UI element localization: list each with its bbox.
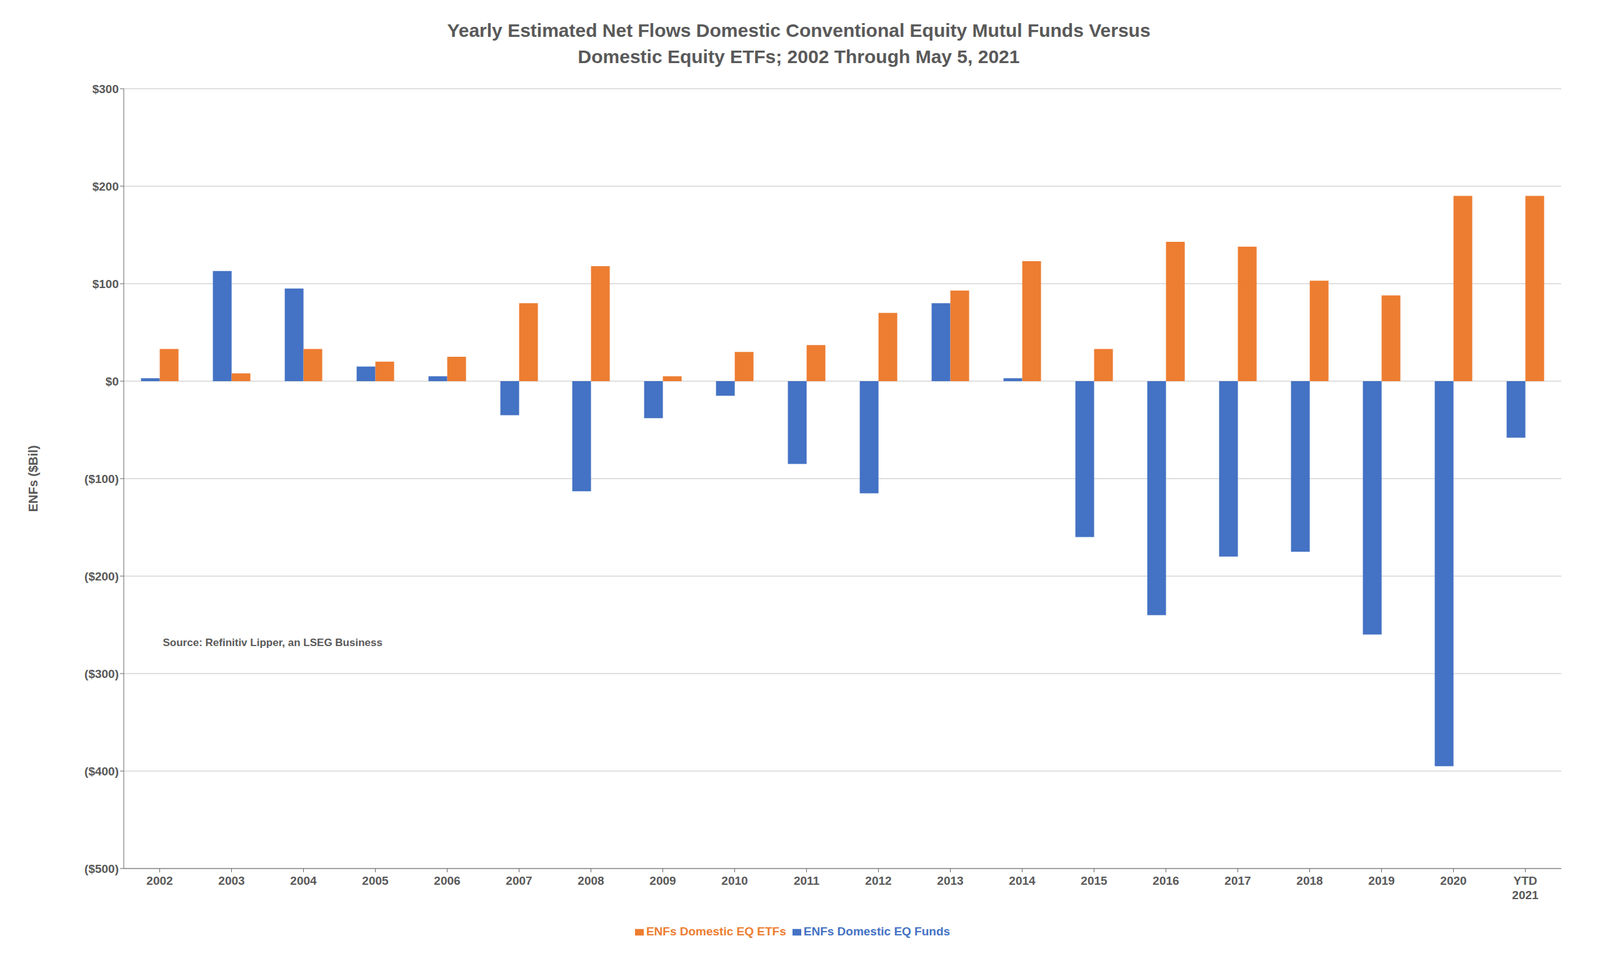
svg-text:Source: Refinitiv Lipper, an L: Source: Refinitiv Lipper, an LSEG Busine… <box>163 636 383 649</box>
svg-text:2004: 2004 <box>290 874 317 888</box>
svg-text:2002: 2002 <box>146 874 173 888</box>
svg-text:2015: 2015 <box>1080 874 1108 888</box>
svg-text:2017: 2017 <box>1224 874 1251 888</box>
svg-text:$300: $300 <box>92 82 119 96</box>
svg-text:2010: 2010 <box>721 874 748 888</box>
svg-text:ENFs ($Bil): ENFs ($Bil) <box>26 445 40 513</box>
svg-text:2003: 2003 <box>218 874 245 888</box>
svg-text:($100): ($100) <box>84 472 119 486</box>
svg-text:$0: $0 <box>105 375 119 389</box>
svg-text:($300): ($300) <box>84 667 119 681</box>
svg-text:($400): ($400) <box>84 765 119 779</box>
svg-text:2020: 2020 <box>1440 874 1467 888</box>
svg-text:YTD2021: YTD2021 <box>1511 874 1539 902</box>
html-text:Yearly Estimated Net Flows Dom: Yearly Estimated Net Flows Domestic Conv… <box>447 20 1151 67</box>
svg-text:2008: 2008 <box>577 874 604 888</box>
html-text:ENFs Domestic EQ ETFs: ENFs Domestic EQ ETFs <box>646 925 787 939</box>
svg-text:2019: 2019 <box>1368 874 1395 888</box>
svg-text:2012: 2012 <box>865 874 892 888</box>
html-text:ENFs Domestic EQ Funds: ENFs Domestic EQ Funds <box>803 925 951 939</box>
svg-text:2014: 2014 <box>1008 874 1036 888</box>
svg-text:2007: 2007 <box>505 874 532 888</box>
svg-text:2011: 2011 <box>793 874 820 888</box>
svg-text:2009: 2009 <box>649 874 676 888</box>
svg-text:2005: 2005 <box>361 874 389 888</box>
svg-text:2016: 2016 <box>1152 874 1179 888</box>
svg-text:2013: 2013 <box>936 874 964 888</box>
svg-text:$100: $100 <box>92 277 119 291</box>
svg-text:($500): ($500) <box>84 862 119 876</box>
svg-text:2018: 2018 <box>1296 874 1323 888</box>
svg-text:($200): ($200) <box>84 570 119 584</box>
svg-text:$200: $200 <box>92 180 119 194</box>
svg-text:2006: 2006 <box>433 874 460 888</box>
